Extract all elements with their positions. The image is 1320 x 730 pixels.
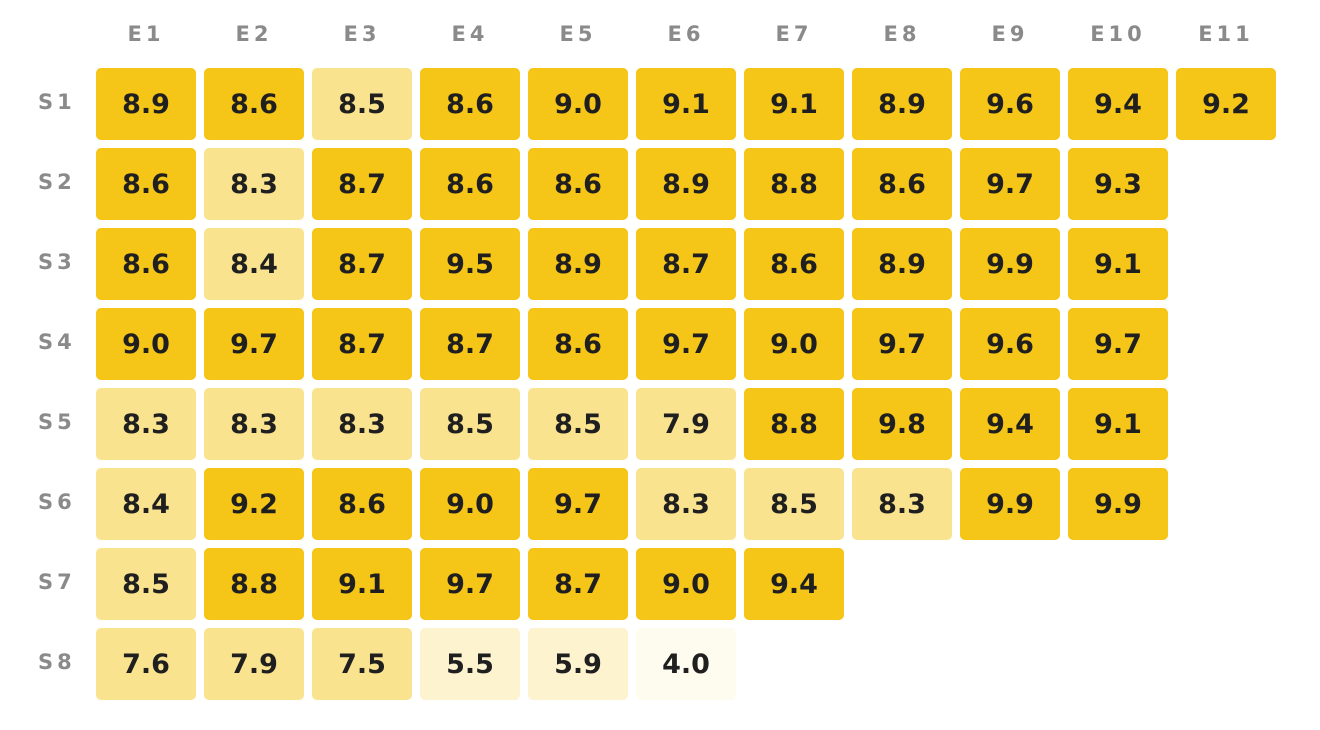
column-label: E8 [883,22,921,46]
column-label: E4 [451,22,489,46]
heatmap-cell: 9.4 [744,548,844,620]
heatmap-cell: 8.7 [312,228,412,300]
heatmap-cell: 8.7 [420,308,520,380]
heatmap-cell: 8.8 [744,148,844,220]
column-label: E7 [775,22,813,46]
heatmap-cell: 9.7 [1068,308,1168,380]
heatmap-cell: 9.0 [420,468,520,540]
heatmap-cell: 7.9 [636,388,736,460]
heatmap-cell: 7.5 [312,628,412,700]
heatmap-cell: 8.5 [744,468,844,540]
column-label: E5 [559,22,597,46]
row-label: S3 [38,250,76,274]
heatmap-cell: 9.5 [420,228,520,300]
heatmap-cell: 8.6 [96,148,196,220]
heatmap-cell: 8.9 [96,68,196,140]
heatmap-cell: 9.7 [528,468,628,540]
heatmap-cell: 9.9 [960,468,1060,540]
heatmap-cell: 9.1 [636,68,736,140]
heatmap-cell: 5.5 [420,628,520,700]
heatmap-cell: 8.5 [312,68,412,140]
heatmap-cell: 9.7 [636,308,736,380]
heatmap-cell: 8.9 [852,68,952,140]
row-label: S4 [38,330,76,354]
heatmap-cell: 8.5 [96,548,196,620]
heatmap-cell: 5.9 [528,628,628,700]
heatmap-cell: 8.9 [852,228,952,300]
column-label: E10 [1090,22,1146,46]
heatmap-cell: 9.2 [1176,68,1276,140]
heatmap-cell: 8.3 [852,468,952,540]
heatmap-cell: 9.0 [636,548,736,620]
heatmap-cell: 8.4 [204,228,304,300]
heatmap-cell: 9.9 [960,228,1060,300]
heatmap-cell: 8.6 [528,148,628,220]
heatmap-cell: 9.7 [204,308,304,380]
heatmap-cell: 9.1 [312,548,412,620]
heatmap-cell: 8.8 [744,388,844,460]
heatmap-cell: 9.9 [1068,468,1168,540]
heatmap-cell: 9.7 [420,548,520,620]
heatmap-cell: 9.0 [744,308,844,380]
heatmap-cell: 9.4 [1068,68,1168,140]
heatmap-cell: 8.7 [528,548,628,620]
heatmap-cell: 8.6 [744,228,844,300]
heatmap-cell: 8.5 [528,388,628,460]
row-label: S2 [38,170,76,194]
heatmap-cell: 8.3 [204,388,304,460]
heatmap-cell: 9.1 [1068,388,1168,460]
heatmap-cell: 7.9 [204,628,304,700]
heatmap-cell: 8.6 [204,68,304,140]
heatmap-cell: 9.1 [744,68,844,140]
heatmap-cell: 9.3 [1068,148,1168,220]
heatmap-cell: 9.8 [852,388,952,460]
heatmap-cell: 9.6 [960,308,1060,380]
heatmap-cell: 7.6 [96,628,196,700]
heatmap-cell: 8.4 [96,468,196,540]
heatmap-cell: 8.6 [852,148,952,220]
row-label: S6 [38,490,76,514]
heatmap-cell: 8.7 [636,228,736,300]
heatmap-cell: 8.6 [312,468,412,540]
heatmap-cell: 8.6 [528,308,628,380]
heatmap-cell: 8.3 [636,468,736,540]
heatmap-cell: 9.1 [1068,228,1168,300]
heatmap-cell: 9.0 [96,308,196,380]
heatmap-cell: 8.6 [420,68,520,140]
column-label: E1 [127,22,165,46]
heatmap-cell: 8.5 [420,388,520,460]
column-label: E9 [991,22,1029,46]
heatmap-cell: 8.3 [96,388,196,460]
heatmap-cell: 9.2 [204,468,304,540]
heatmap-cell: 9.4 [960,388,1060,460]
heatmap-cell: 9.0 [528,68,628,140]
heatmap-cell: 8.9 [528,228,628,300]
row-label: S5 [38,410,76,434]
row-label: S1 [38,90,76,114]
heatmap-cell: 4.0 [636,628,736,700]
column-label: E6 [667,22,705,46]
column-label: E11 [1198,22,1254,46]
heatmap-cell: 9.6 [960,68,1060,140]
row-label: S8 [38,650,76,674]
heatmap-cell: 8.9 [636,148,736,220]
heatmap-cell: 8.6 [420,148,520,220]
heatmap-cell: 9.7 [960,148,1060,220]
heatmap-cell: 8.3 [204,148,304,220]
heatmap-cell: 8.6 [96,228,196,300]
column-label: E3 [343,22,381,46]
heatmap-cell: 8.3 [312,388,412,460]
heatmap-cell: 8.7 [312,148,412,220]
column-label: E2 [235,22,273,46]
heatmap-cell: 8.7 [312,308,412,380]
heatmap-cell: 9.7 [852,308,952,380]
row-label: S7 [38,570,76,594]
heatmap-cell: 8.8 [204,548,304,620]
